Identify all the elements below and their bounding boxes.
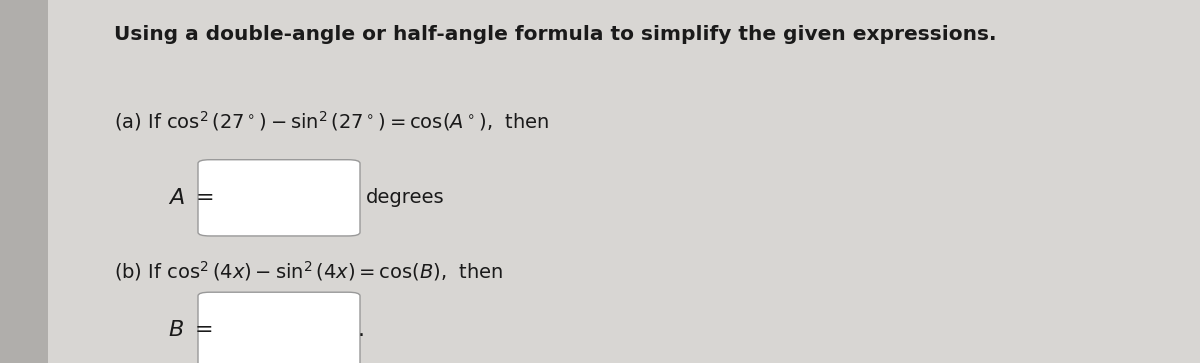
FancyBboxPatch shape	[198, 160, 360, 236]
Text: .: .	[358, 320, 365, 340]
Text: degrees: degrees	[366, 188, 445, 207]
Text: (b) If $\cos^2(4x) - \sin^2(4x) = \cos(B)$,  then: (b) If $\cos^2(4x) - \sin^2(4x) = \cos(B…	[114, 260, 503, 284]
Bar	[0, 0, 48, 363]
Text: (a) If $\cos^2(27^\circ) - \sin^2(27^\circ) = \cos(A^\circ)$,  then: (a) If $\cos^2(27^\circ) - \sin^2(27^\ci…	[114, 109, 550, 133]
Text: Using a double-angle or half-angle formula to simplify the given expressions.: Using a double-angle or half-angle formu…	[114, 25, 996, 44]
Text: $A\ =$: $A\ =$	[168, 188, 215, 208]
FancyBboxPatch shape	[198, 292, 360, 363]
Text: $B\ =$: $B\ =$	[168, 320, 214, 340]
